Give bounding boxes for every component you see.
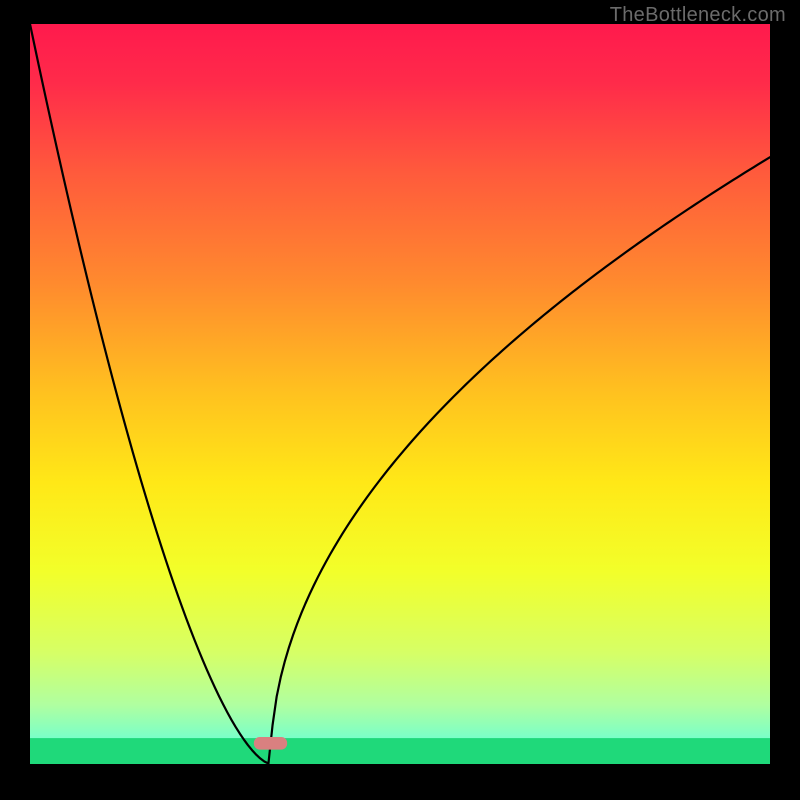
minimum-marker xyxy=(254,737,287,750)
plot-background xyxy=(30,24,770,764)
chart-container: TheBottleneck.com xyxy=(0,0,800,800)
watermark-text: TheBottleneck.com xyxy=(610,4,786,27)
bottom-green-band xyxy=(30,738,770,764)
bottleneck-chart-svg xyxy=(0,0,800,800)
